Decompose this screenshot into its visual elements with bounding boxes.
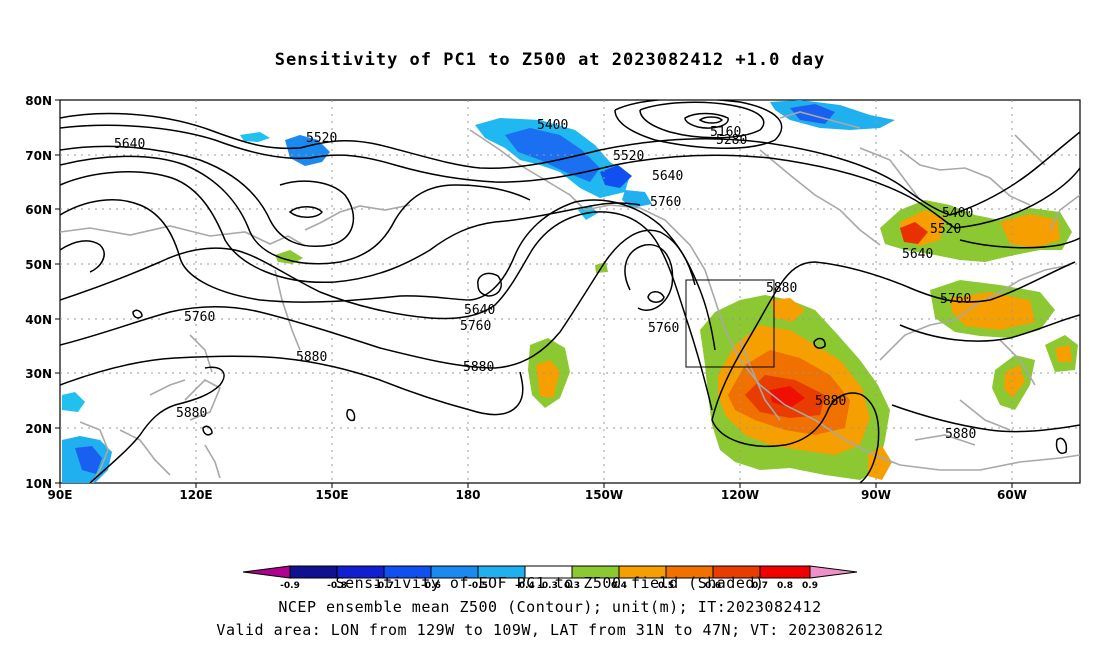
lon-label: 90W <box>861 488 891 502</box>
colorbar-label: -0.3 <box>538 581 558 591</box>
contour-label: 5760 <box>460 319 491 334</box>
lat-label: 40N <box>25 313 52 327</box>
lat-label: 50N <box>25 258 52 272</box>
colorbar-label: 0.7 <box>752 581 768 591</box>
colorbar: -0.9 -0.8 -0.7 -0.6 -0.5 -0.4 -0.3 0.3 0… <box>242 565 858 591</box>
colorbar-label: 0.5 <box>658 581 674 591</box>
lat-label: 20N <box>25 422 52 436</box>
valid-area-box <box>685 279 775 368</box>
colorbar-label: -0.8 <box>327 581 347 591</box>
contour-label: 5880 <box>296 350 327 365</box>
colorbar-label: 0.6 <box>705 581 721 591</box>
contour-label: 5880 <box>945 427 976 442</box>
lon-label: 180 <box>455 488 480 502</box>
contour-label: 5760 <box>650 195 681 210</box>
contour-label: 5640 <box>902 247 933 262</box>
coastlines <box>60 111 1080 483</box>
lat-label: 60N <box>25 203 52 217</box>
colorbar-label: 0.9 <box>802 581 818 591</box>
colorbar-label: -0.7 <box>374 581 394 591</box>
lon-label: 150W <box>585 488 623 502</box>
map-frame <box>59 99 1081 484</box>
graticule <box>60 100 1080 483</box>
colorbar-label: 0.4 <box>611 581 627 591</box>
lat-label: 80N <box>25 94 52 108</box>
colorbar-label: -0.6 <box>421 581 441 591</box>
lon-label: 120E <box>179 488 212 502</box>
lon-label: 120W <box>721 488 759 502</box>
contour-label: 5880 <box>176 406 207 421</box>
lat-label: 70N <box>25 149 52 163</box>
contour-label: 5280 <box>716 133 747 148</box>
contour-label: 5400 <box>537 118 568 133</box>
shaded-positive-regions <box>275 200 1078 480</box>
colorbar-label: -0.5 <box>468 581 488 591</box>
z500-contours <box>60 100 1080 483</box>
contour-label: 5640 <box>652 169 683 184</box>
contour-label: 5640 <box>464 303 495 318</box>
contour-label: 5160 <box>710 125 741 140</box>
colorbar-max-triangle <box>809 565 858 579</box>
contour-label: 5880 <box>815 394 846 409</box>
caption-shaded: Sensitivity of EOF PC1 to Z500 field (Sh… <box>335 574 765 592</box>
lon-label: 90E <box>48 488 73 502</box>
caption-contour: NCEP ensemble mean Z500 (Contour); unit(… <box>278 598 822 616</box>
colorbar-label: -0.4 <box>515 581 535 591</box>
contour-label: 5520 <box>930 222 961 237</box>
contour-label: 5520 <box>613 149 644 164</box>
contour-label: 5760 <box>184 310 215 325</box>
lat-label: 30N <box>25 367 52 381</box>
colorbar-label: 0.8 <box>777 581 793 591</box>
contour-label: 5880 <box>766 281 797 296</box>
contour-label: 5640 <box>114 137 145 152</box>
colorbar-label: -0.9 <box>280 581 300 591</box>
lon-label: 150E <box>315 488 348 502</box>
contour-labels: 5640 5520 5400 5160 5280 5520 5640 5760 … <box>114 118 976 442</box>
lon-label: 60W <box>997 488 1027 502</box>
contour-label: 5520 <box>306 131 337 146</box>
contour-label: 5760 <box>940 292 971 307</box>
longitude-labels: 90E 120E 150E 180 150W 120W 90W 60W <box>48 488 1027 502</box>
latitude-labels: 80N 70N 60N 50N 40N 30N 20N 10N <box>25 94 52 491</box>
page-title: Sensitivity of PC1 to Z500 at 2023082412… <box>274 50 826 70</box>
contour-label: 5400 <box>942 206 973 221</box>
contour-label: 5760 <box>648 321 679 336</box>
colorbar-label: 0.3 <box>564 581 580 591</box>
axis-ticks <box>55 99 1013 488</box>
lat-label: 10N <box>25 477 52 491</box>
contour-label: 5880 <box>463 360 494 375</box>
caption-valid-area: Valid area: LON from 129W to 109W, LAT f… <box>216 621 884 639</box>
